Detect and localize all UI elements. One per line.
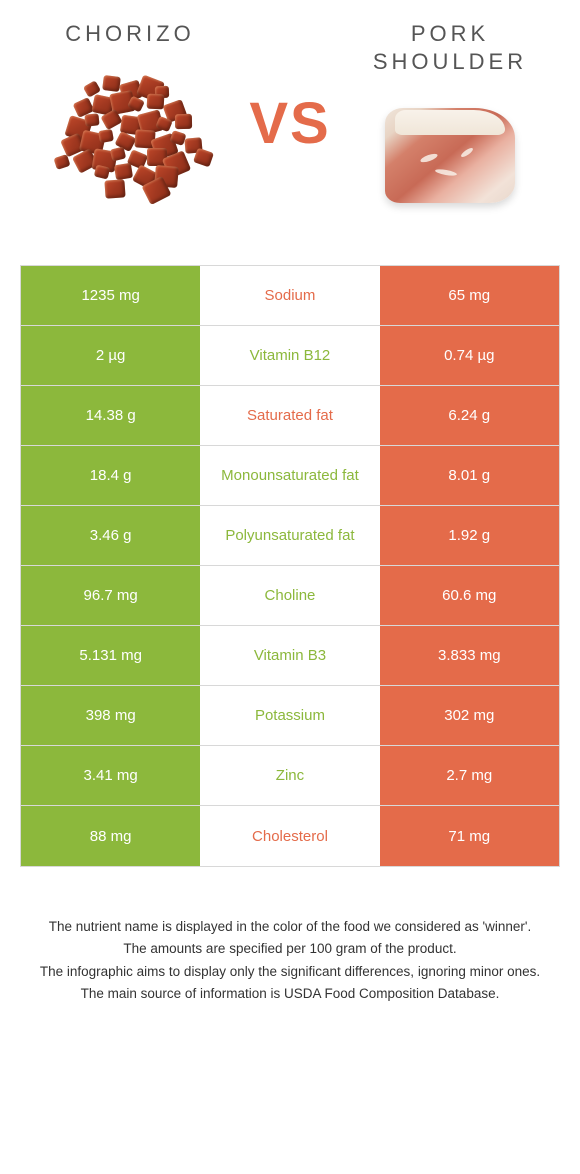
nutrient-label-cell: Vitamin B3 — [200, 626, 379, 685]
table-row: 3.41 mgZinc2.7 mg — [21, 746, 559, 806]
nutrient-label-cell: Zinc — [200, 746, 379, 805]
left-value-cell: 1235 mg — [21, 266, 200, 325]
right-food-column: PORK SHOULDER — [350, 20, 550, 225]
nutrient-label-cell: Sodium — [200, 266, 379, 325]
right-value-cell: 60.6 mg — [380, 566, 559, 625]
table-row: 1235 mgSodium65 mg — [21, 266, 559, 326]
table-row: 88 mgCholesterol71 mg — [21, 806, 559, 866]
left-value-cell: 398 mg — [21, 686, 200, 745]
left-value-cell: 2 µg — [21, 326, 200, 385]
right-value-cell: 0.74 µg — [380, 326, 559, 385]
left-value-cell: 5.131 mg — [21, 626, 200, 685]
pork-image — [370, 85, 530, 225]
right-value-cell: 2.7 mg — [380, 746, 559, 805]
nutrient-label-cell: Saturated fat — [200, 386, 379, 445]
right-value-cell: 302 mg — [380, 686, 559, 745]
left-value-cell: 96.7 mg — [21, 566, 200, 625]
left-value-cell: 88 mg — [21, 806, 200, 866]
right-food-title: PORK SHOULDER — [350, 20, 550, 75]
chorizo-image — [50, 58, 210, 198]
left-food-column: CHORIZO — [30, 20, 230, 198]
nutrient-label-cell: Potassium — [200, 686, 379, 745]
nutrient-label-cell: Choline — [200, 566, 379, 625]
left-value-cell: 3.46 g — [21, 506, 200, 565]
footnote-line: The amounts are specified per 100 gram o… — [30, 939, 550, 959]
left-value-cell: 18.4 g — [21, 446, 200, 505]
table-row: 96.7 mgCholine60.6 mg — [21, 566, 559, 626]
right-value-cell: 6.24 g — [380, 386, 559, 445]
table-row: 5.131 mgVitamin B33.833 mg — [21, 626, 559, 686]
right-value-cell: 1.92 g — [380, 506, 559, 565]
footnote-line: The infographic aims to display only the… — [30, 962, 550, 982]
right-value-cell: 8.01 g — [380, 446, 559, 505]
table-row: 3.46 gPolyunsaturated fat1.92 g — [21, 506, 559, 566]
comparison-header: CHORIZO VS PORK SHOULDER — [0, 0, 580, 235]
vs-text: VS — [249, 90, 330, 157]
left-value-cell: 3.41 mg — [21, 746, 200, 805]
right-value-cell: 65 mg — [380, 266, 559, 325]
table-row: 398 mgPotassium302 mg — [21, 686, 559, 746]
nutrient-label-cell: Polyunsaturated fat — [200, 506, 379, 565]
table-row: 2 µgVitamin B120.74 µg — [21, 326, 559, 386]
table-row: 18.4 gMonounsaturated fat8.01 g — [21, 446, 559, 506]
table-row: 14.38 gSaturated fat6.24 g — [21, 386, 559, 446]
footnote-line: The main source of information is USDA F… — [30, 984, 550, 1004]
nutrient-label-cell: Monounsaturated fat — [200, 446, 379, 505]
nutrient-label-cell: Cholesterol — [200, 806, 379, 866]
nutrient-label-cell: Vitamin B12 — [200, 326, 379, 385]
left-food-title: CHORIZO — [30, 20, 230, 48]
left-value-cell: 14.38 g — [21, 386, 200, 445]
footnote-line: The nutrient name is displayed in the co… — [30, 917, 550, 937]
right-value-cell: 71 mg — [380, 806, 559, 866]
footnotes: The nutrient name is displayed in the co… — [30, 917, 550, 1004]
right-value-cell: 3.833 mg — [380, 626, 559, 685]
vs-block: VS — [230, 20, 350, 157]
nutrient-table: 1235 mgSodium65 mg2 µgVitamin B120.74 µg… — [20, 265, 560, 867]
